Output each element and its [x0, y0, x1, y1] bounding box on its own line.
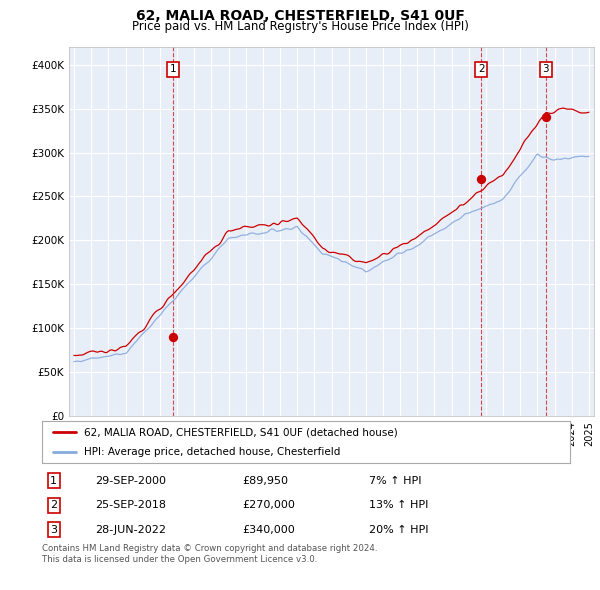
Text: 25-SEP-2018: 25-SEP-2018	[95, 500, 166, 510]
Text: 3: 3	[542, 64, 549, 74]
Point	[168, 332, 178, 342]
Text: 13% ↑ HPI: 13% ↑ HPI	[370, 500, 429, 510]
Text: 1: 1	[50, 476, 57, 486]
Text: 2: 2	[478, 64, 485, 74]
Text: 7% ↑ HPI: 7% ↑ HPI	[370, 476, 422, 486]
Text: This data is licensed under the Open Government Licence v3.0.: This data is licensed under the Open Gov…	[42, 555, 317, 563]
Text: £270,000: £270,000	[242, 500, 296, 510]
Text: 62, MALIA ROAD, CHESTERFIELD, S41 0UF: 62, MALIA ROAD, CHESTERFIELD, S41 0UF	[136, 9, 464, 23]
Text: £340,000: £340,000	[242, 525, 295, 535]
Text: 2: 2	[50, 500, 57, 510]
Text: 3: 3	[50, 525, 57, 535]
Text: £89,950: £89,950	[242, 476, 289, 486]
Text: 28-JUN-2022: 28-JUN-2022	[95, 525, 166, 535]
Text: 20% ↑ HPI: 20% ↑ HPI	[370, 525, 429, 535]
Point	[541, 113, 551, 122]
Text: 1: 1	[169, 64, 176, 74]
Text: Contains HM Land Registry data © Crown copyright and database right 2024.: Contains HM Land Registry data © Crown c…	[42, 544, 377, 553]
Text: 62, MALIA ROAD, CHESTERFIELD, S41 0UF (detached house): 62, MALIA ROAD, CHESTERFIELD, S41 0UF (d…	[84, 427, 398, 437]
Text: HPI: Average price, detached house, Chesterfield: HPI: Average price, detached house, Ches…	[84, 447, 341, 457]
Text: Price paid vs. HM Land Registry's House Price Index (HPI): Price paid vs. HM Land Registry's House …	[131, 20, 469, 33]
Text: 29-SEP-2000: 29-SEP-2000	[95, 476, 166, 486]
Point	[476, 174, 486, 183]
